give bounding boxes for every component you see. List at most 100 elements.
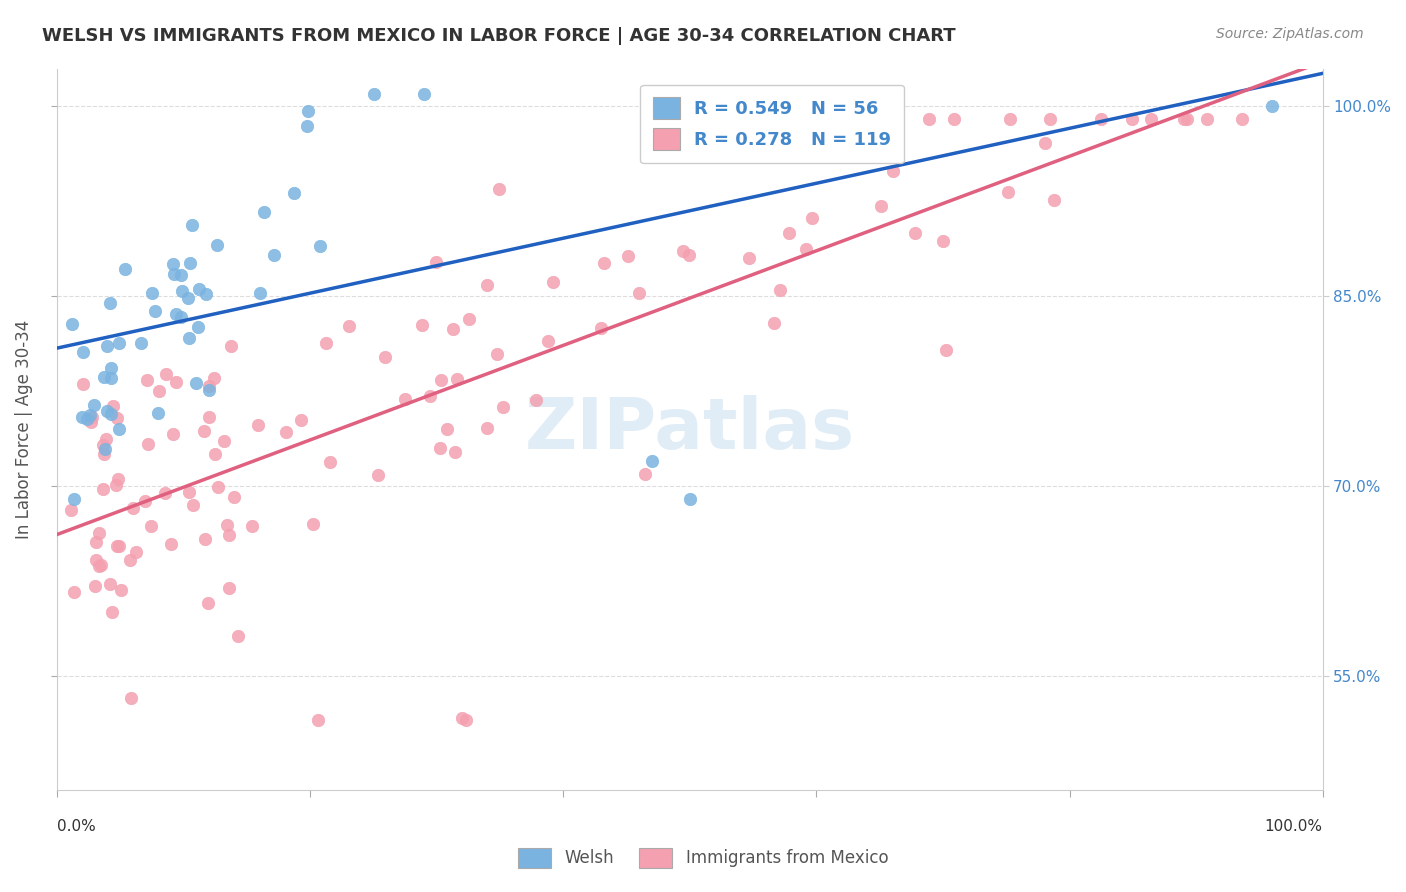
Point — [177, 331, 200, 345]
Point — [62, 584, 84, 599]
Point — [93, 447, 115, 461]
Point — [163, 268, 186, 282]
Text: Source: ZipAtlas.com: Source: ZipAtlas.com — [1216, 27, 1364, 41]
Point — [153, 486, 176, 500]
Point — [83, 398, 105, 412]
Point — [108, 336, 131, 351]
Point — [931, 234, 953, 248]
Point — [318, 455, 340, 469]
Point — [593, 255, 616, 269]
Point — [488, 182, 510, 196]
Point — [413, 87, 436, 101]
Point — [295, 119, 318, 133]
Point — [198, 409, 221, 424]
Point — [591, 321, 613, 335]
Point — [103, 399, 125, 413]
Y-axis label: In Labor Force | Age 30-34: In Labor Force | Age 30-34 — [15, 319, 32, 539]
Point — [100, 296, 122, 310]
Point — [187, 319, 209, 334]
Point — [82, 410, 104, 425]
Point — [96, 404, 118, 418]
Point — [165, 307, 187, 321]
Point — [129, 336, 152, 351]
Point — [110, 582, 132, 597]
Point — [101, 606, 124, 620]
Point — [1261, 99, 1284, 113]
Point — [1230, 112, 1253, 127]
Point — [411, 318, 433, 333]
Point — [107, 539, 129, 553]
Point — [197, 596, 219, 610]
Point — [1195, 112, 1218, 127]
Point — [124, 545, 146, 559]
Point — [105, 410, 128, 425]
Point — [162, 257, 184, 271]
Point — [935, 343, 957, 358]
Point — [226, 629, 249, 643]
Point — [79, 408, 101, 422]
Point — [165, 376, 187, 390]
Point — [214, 434, 236, 448]
Point — [72, 345, 94, 359]
Point — [108, 422, 131, 436]
Point — [162, 426, 184, 441]
Point — [367, 467, 389, 482]
Text: 0.0%: 0.0% — [58, 819, 96, 834]
Point — [219, 339, 242, 353]
Point — [794, 242, 817, 256]
Point — [180, 218, 202, 232]
Point — [215, 517, 238, 532]
Point — [136, 436, 159, 450]
Point — [198, 379, 221, 393]
Point — [524, 392, 547, 407]
Point — [671, 244, 693, 259]
Point — [181, 498, 204, 512]
Point — [91, 438, 114, 452]
Point — [146, 406, 169, 420]
Point — [170, 284, 193, 298]
Point — [769, 283, 792, 297]
Point — [84, 535, 107, 549]
Point — [121, 501, 143, 516]
Point — [307, 713, 329, 727]
Point — [194, 287, 217, 301]
Point — [60, 317, 83, 331]
Point — [160, 537, 183, 551]
Point — [308, 239, 330, 253]
Point — [76, 412, 98, 426]
Point — [290, 413, 312, 427]
Point — [135, 373, 157, 387]
Point — [1173, 112, 1195, 127]
Point — [104, 477, 127, 491]
Point — [942, 112, 965, 127]
Point — [446, 371, 468, 385]
Point — [1039, 112, 1062, 127]
Point — [870, 199, 893, 213]
Point — [91, 482, 114, 496]
Point — [72, 377, 94, 392]
Point — [218, 581, 240, 595]
Point — [246, 418, 269, 433]
Point — [430, 373, 453, 387]
Point — [436, 422, 458, 436]
Point — [143, 304, 166, 318]
Point — [628, 286, 651, 301]
Point — [1033, 136, 1056, 151]
Point — [155, 367, 177, 381]
Point — [253, 205, 276, 219]
Point — [458, 311, 481, 326]
Point — [70, 410, 93, 425]
Point — [441, 322, 464, 336]
Point — [63, 491, 86, 506]
Point — [179, 484, 201, 499]
Point — [242, 519, 264, 533]
Point — [755, 87, 778, 101]
Point — [394, 392, 416, 407]
Point — [1121, 112, 1143, 127]
Point — [83, 579, 105, 593]
Point — [477, 278, 499, 293]
Legend: R = 0.549   N = 56, R = 0.278   N = 119: R = 0.549 N = 56, R = 0.278 N = 119 — [640, 85, 904, 163]
Point — [249, 286, 271, 301]
Point — [997, 185, 1019, 199]
Point — [141, 519, 163, 533]
